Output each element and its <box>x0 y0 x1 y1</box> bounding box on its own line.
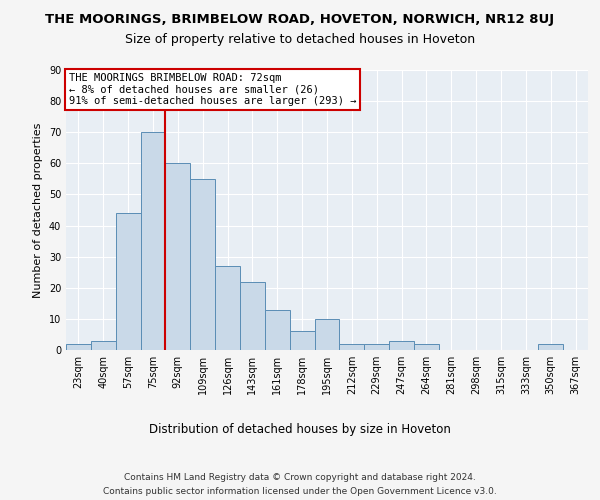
Bar <box>340 344 364 350</box>
Text: Distribution of detached houses by size in Hoveton: Distribution of detached houses by size … <box>149 422 451 436</box>
Bar <box>240 282 265 350</box>
Text: THE MOORINGS BRIMBELOW ROAD: 72sqm
← 8% of detached houses are smaller (26)
91% : THE MOORINGS BRIMBELOW ROAD: 72sqm ← 8% … <box>68 73 356 106</box>
Text: Contains public sector information licensed under the Open Government Licence v3: Contains public sector information licen… <box>103 488 497 496</box>
Bar <box>190 179 215 350</box>
Bar <box>364 344 389 350</box>
Bar <box>91 340 116 350</box>
Bar <box>290 332 314 350</box>
Bar <box>66 344 91 350</box>
Y-axis label: Number of detached properties: Number of detached properties <box>33 122 43 298</box>
Bar <box>140 132 166 350</box>
Text: Size of property relative to detached houses in Hoveton: Size of property relative to detached ho… <box>125 32 475 46</box>
Bar <box>389 340 414 350</box>
Bar <box>265 310 290 350</box>
Bar <box>166 164 190 350</box>
Bar <box>215 266 240 350</box>
Text: THE MOORINGS, BRIMBELOW ROAD, HOVETON, NORWICH, NR12 8UJ: THE MOORINGS, BRIMBELOW ROAD, HOVETON, N… <box>46 12 554 26</box>
Bar <box>116 213 140 350</box>
Bar <box>314 319 340 350</box>
Text: Contains HM Land Registry data © Crown copyright and database right 2024.: Contains HM Land Registry data © Crown c… <box>124 472 476 482</box>
Bar <box>538 344 563 350</box>
Bar <box>414 344 439 350</box>
